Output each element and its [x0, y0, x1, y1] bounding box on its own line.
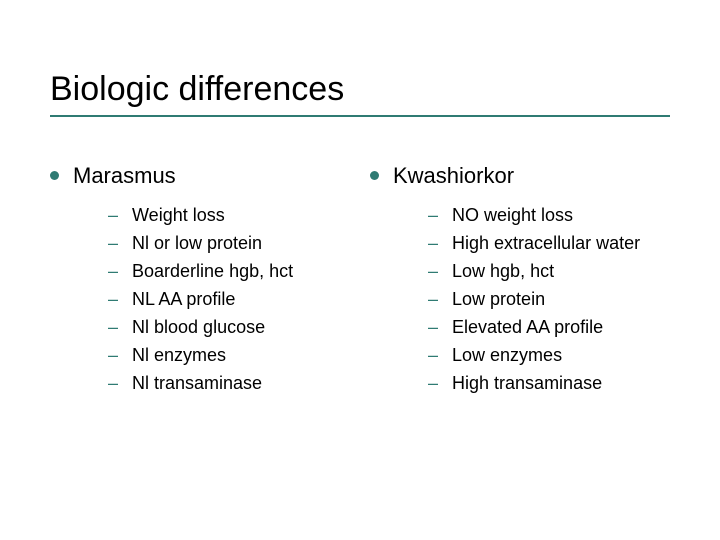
dash-icon: – [108, 315, 118, 339]
list-item: –Low hgb, hct [428, 259, 670, 283]
item-text: NL AA profile [132, 287, 235, 311]
dash-icon: – [108, 343, 118, 367]
list-item: –Boarderline hgb, hct [108, 259, 350, 283]
item-text: High extracellular water [452, 231, 640, 255]
dash-icon: – [428, 343, 438, 367]
item-text: Nl blood glucose [132, 315, 265, 339]
page-title: Biologic differences [50, 70, 670, 109]
list-item: –Nl transaminase [108, 371, 350, 395]
column-title: Marasmus [73, 163, 176, 189]
list-item: –High transaminase [428, 371, 670, 395]
column-title: Kwashiorkor [393, 163, 514, 189]
column-header: Marasmus [50, 163, 350, 189]
dash-icon: – [108, 259, 118, 283]
dash-icon: – [428, 371, 438, 395]
columns: Marasmus –Weight loss –Nl or low protein… [50, 163, 670, 399]
dash-icon: – [428, 231, 438, 255]
item-text: Nl or low protein [132, 231, 262, 255]
list-item: –Low enzymes [428, 343, 670, 367]
item-list: –Weight loss –Nl or low protein –Boarder… [50, 203, 350, 395]
bullet-icon [50, 171, 59, 180]
title-block: Biologic differences [50, 70, 670, 117]
item-text: Low hgb, hct [452, 259, 554, 283]
list-item: –Nl blood glucose [108, 315, 350, 339]
right-column: Kwashiorkor –NO weight loss –High extrac… [370, 163, 670, 399]
list-item: –NO weight loss [428, 203, 670, 227]
list-item: –NL AA profile [108, 287, 350, 311]
list-item: –Elevated AA profile [428, 315, 670, 339]
dash-icon: – [428, 287, 438, 311]
column-header: Kwashiorkor [370, 163, 670, 189]
item-text: Low enzymes [452, 343, 562, 367]
dash-icon: – [108, 203, 118, 227]
list-item: –Low protein [428, 287, 670, 311]
item-list: –NO weight loss –High extracellular wate… [370, 203, 670, 395]
item-text: Nl enzymes [132, 343, 226, 367]
item-text: Nl transaminase [132, 371, 262, 395]
slide: Biologic differences Marasmus –Weight lo… [0, 0, 720, 540]
dash-icon: – [428, 315, 438, 339]
item-text: Elevated AA profile [452, 315, 603, 339]
dash-icon: – [108, 231, 118, 255]
item-text: High transaminase [452, 371, 602, 395]
dash-icon: – [108, 371, 118, 395]
dash-icon: – [108, 287, 118, 311]
bullet-icon [370, 171, 379, 180]
list-item: –High extracellular water [428, 231, 670, 255]
list-item: –Weight loss [108, 203, 350, 227]
item-text: Boarderline hgb, hct [132, 259, 293, 283]
dash-icon: – [428, 259, 438, 283]
dash-icon: – [428, 203, 438, 227]
list-item: –Nl or low protein [108, 231, 350, 255]
item-text: NO weight loss [452, 203, 573, 227]
item-text: Low protein [452, 287, 545, 311]
list-item: –Nl enzymes [108, 343, 350, 367]
item-text: Weight loss [132, 203, 225, 227]
left-column: Marasmus –Weight loss –Nl or low protein… [50, 163, 350, 399]
